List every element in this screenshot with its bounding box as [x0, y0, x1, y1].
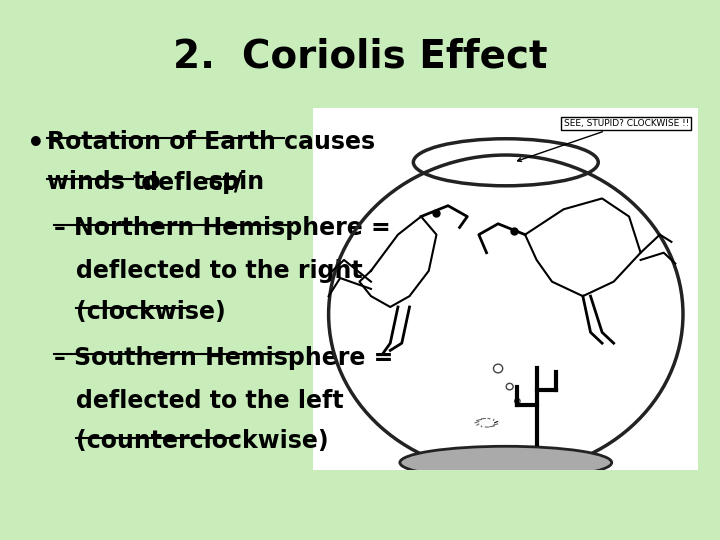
- Text: winds to: winds to: [47, 170, 161, 194]
- Text: deflected to the left: deflected to the left: [76, 389, 343, 413]
- Text: Rotation of Earth causes: Rotation of Earth causes: [47, 130, 375, 153]
- FancyBboxPatch shape: [313, 108, 698, 470]
- Ellipse shape: [400, 446, 612, 479]
- Text: •: •: [27, 130, 45, 158]
- Text: SEE, STUPID? CLOCKWISE !!: SEE, STUPID? CLOCKWISE !!: [518, 119, 689, 161]
- Text: deflect/: deflect/: [133, 170, 243, 194]
- Text: (counterclockwise): (counterclockwise): [76, 429, 328, 453]
- Text: (clockwise): (clockwise): [76, 300, 225, 323]
- Text: spin: spin: [209, 170, 265, 194]
- Text: deflected to the right: deflected to the right: [76, 259, 362, 283]
- Text: – Northern Hemisphere =: – Northern Hemisphere =: [54, 216, 391, 240]
- Text: – Southern Hemisphere =: – Southern Hemisphere =: [54, 346, 393, 369]
- Text: 2.  Coriolis Effect: 2. Coriolis Effect: [173, 38, 547, 76]
